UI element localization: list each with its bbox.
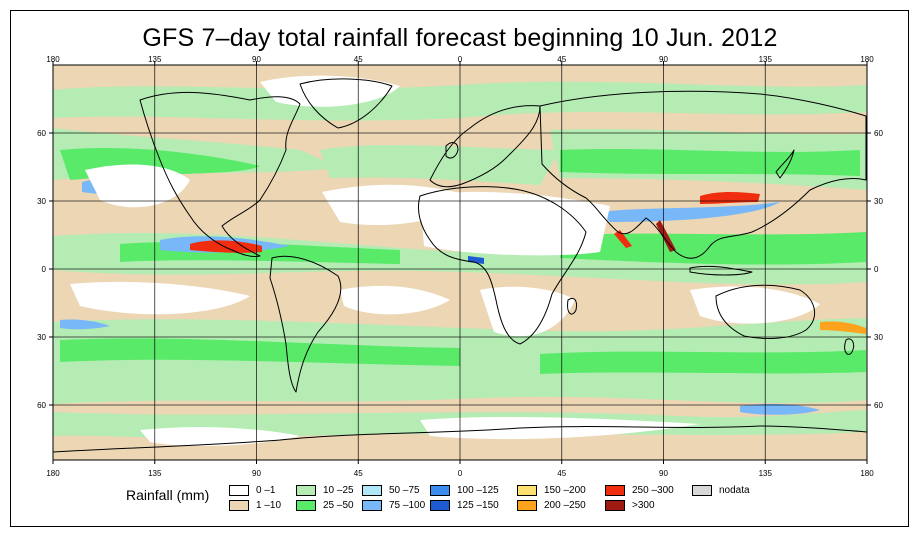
longitude-label: 45 (354, 55, 363, 64)
latitude-label: 60 (37, 401, 46, 410)
legend-swatch (229, 500, 249, 511)
legend-swatch (430, 485, 450, 496)
graticule (53, 65, 867, 460)
south-america-coast (269, 255, 342, 393)
legend-label: 1 –10 (256, 500, 282, 511)
greenland-coast (299, 78, 393, 129)
coastlines (53, 78, 867, 453)
latitude-label: 0 (42, 265, 47, 274)
longitude-label: 90 (659, 469, 668, 478)
latitude-label: 60 (37, 129, 46, 138)
legend-label: 10 –25 (323, 485, 354, 496)
japan (775, 149, 795, 179)
longitude-label: 135 (759, 469, 773, 478)
latitude-labels-right: 60 30 0 30 60 (874, 129, 883, 410)
latitude-label: 30 (37, 197, 46, 206)
legend-swatch (517, 500, 537, 511)
new-zealand (844, 338, 855, 355)
legend-label: 250 –300 (632, 485, 674, 496)
legend-swatch (692, 485, 712, 496)
longitude-label: 180 (860, 55, 874, 64)
axis-ticks (49, 61, 871, 464)
longitude-label: 45 (557, 55, 566, 64)
longitude-label: 45 (354, 469, 363, 478)
indonesia (689, 265, 753, 276)
longitude-label: 90 (252, 469, 261, 478)
legend-label: 150 –200 (544, 485, 586, 496)
legend-swatch (430, 500, 450, 511)
legend-label: 100 –125 (457, 485, 499, 496)
legend-swatch (362, 485, 382, 496)
legend-label: nodata (719, 485, 750, 496)
legend-label: 125 –150 (457, 500, 499, 511)
madagascar (567, 297, 577, 315)
legend-label: 0 –1 (256, 485, 276, 496)
latitude-label: 30 (874, 197, 883, 206)
asia-coast (539, 90, 867, 259)
legend-swatch (605, 485, 625, 496)
legend-label: >300 (632, 500, 655, 511)
legend-swatch (296, 485, 316, 496)
british-isles (445, 142, 459, 159)
longitude-label: 135 (148, 55, 162, 64)
legend-label: 200 –250 (544, 500, 586, 511)
longitude-label: 0 (458, 55, 463, 64)
legend-swatch (229, 485, 249, 496)
map-body (53, 65, 867, 460)
legend-swatch (605, 500, 625, 511)
latitude-label: 60 (874, 401, 883, 410)
north-america-coast (139, 91, 301, 257)
longitude-label: 90 (252, 55, 261, 64)
longitude-label: 135 (148, 469, 162, 478)
australia-coast (715, 284, 815, 339)
longitude-label: 0 (458, 469, 463, 478)
longitude-labels-top: 180 135 90 45 0 45 90 135 180 (46, 55, 874, 64)
latitude-label: 30 (37, 333, 46, 342)
legend-swatch (296, 500, 316, 511)
longitude-label: 180 (860, 469, 874, 478)
figure-frame (10, 10, 909, 527)
longitude-label: 90 (659, 55, 668, 64)
legend-label: 75 –100 (389, 500, 426, 511)
longitude-labels-bottom: 180 135 90 45 0 45 90 135 180 (46, 469, 874, 478)
legend-swatch (517, 485, 537, 496)
longitude-label: 180 (46, 55, 60, 64)
latitude-label: 0 (874, 265, 879, 274)
legend-label: 50 –75 (389, 485, 420, 496)
longitude-label: 180 (46, 469, 60, 478)
latitude-labels-left: 60 30 0 30 60 (37, 129, 46, 410)
legend-label: 25 –50 (323, 500, 354, 511)
latitude-label: 30 (874, 333, 883, 342)
legend-title: Rainfall (mm) (126, 487, 210, 503)
africa-coast (417, 186, 587, 345)
longitude-label: 45 (557, 469, 566, 478)
latitude-label: 60 (874, 129, 883, 138)
dry-zones (70, 75, 820, 446)
map-title: GFS 7–day total rainfall forecast beginn… (142, 24, 778, 52)
legend-swatch (362, 500, 382, 511)
longitude-label: 135 (759, 55, 773, 64)
antarctica-coast (53, 425, 867, 453)
